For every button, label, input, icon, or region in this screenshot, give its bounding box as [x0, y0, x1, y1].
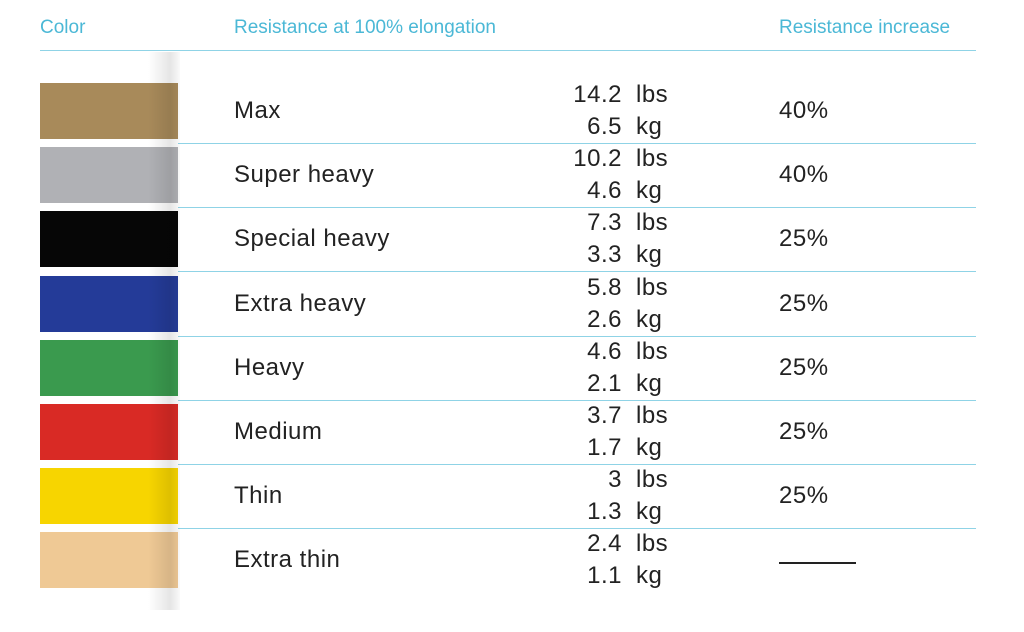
lbs-unit: lbs — [636, 273, 669, 301]
increase-value: 25% — [779, 418, 829, 445]
row-name: Medium — [234, 418, 323, 445]
color-swatch — [40, 339, 178, 396]
increase-value: 25% — [779, 482, 829, 510]
kg-unit: kg — [636, 562, 663, 590]
lbs-value: 3 — [608, 466, 622, 494]
kg-value: 1.1 — [587, 562, 622, 590]
increase-value: 40% — [779, 161, 829, 189]
color-swatch — [40, 147, 178, 204]
kg-value: 3.3 — [587, 241, 622, 269]
swatch-shade — [148, 52, 180, 610]
row-rule — [178, 207, 976, 209]
increase-value: 25% — [779, 225, 829, 253]
lbs-value: 14.2 — [573, 81, 622, 108]
row-name: Max — [234, 97, 281, 124]
row-name: Extra thin — [234, 546, 341, 574]
row-rule — [178, 528, 976, 530]
lbs-unit: lbs — [636, 145, 669, 173]
color-swatch — [40, 275, 178, 332]
no-increase-dash — [779, 562, 856, 565]
kg-unit: kg — [636, 177, 663, 205]
kg-unit: kg — [636, 498, 663, 526]
row-rule — [178, 335, 976, 337]
kg-value: 4.6 — [587, 177, 622, 205]
lbs-value: 7.3 — [587, 209, 622, 237]
kg-unit: kg — [636, 241, 663, 269]
kg-value: 2.6 — [587, 305, 622, 333]
row-rule — [178, 271, 976, 273]
row-name: Thin — [234, 482, 283, 510]
lbs-unit: lbs — [636, 402, 669, 429]
lbs-value: 3.7 — [587, 402, 622, 429]
header-increase: Resistance increase — [779, 17, 951, 38]
row-name: Special heavy — [234, 225, 390, 253]
increase-value: 40% — [779, 97, 829, 124]
increase-value: 25% — [779, 353, 829, 381]
kg-unit: kg — [636, 369, 663, 397]
color-swatch — [40, 83, 178, 139]
lbs-value: 10.2 — [573, 145, 622, 173]
row-name: Super heavy — [234, 161, 375, 189]
kg-value: 1.3 — [587, 498, 622, 526]
lbs-unit: lbs — [636, 466, 669, 494]
row-name: Heavy — [234, 353, 305, 381]
kg-value: 2.1 — [587, 369, 622, 397]
kg-unit: kg — [636, 434, 663, 461]
color-swatch — [40, 211, 178, 268]
header-resistance: Resistance at 100% elongation — [234, 17, 496, 38]
kg-unit: kg — [636, 113, 663, 140]
lbs-value: 5.8 — [587, 273, 622, 301]
color-swatch — [40, 532, 178, 589]
lbs-unit: lbs — [636, 81, 669, 108]
increase-value: 25% — [779, 289, 829, 317]
lbs-unit: lbs — [636, 209, 669, 237]
row-name: Extra heavy — [234, 289, 367, 317]
header-color: Color — [40, 17, 86, 38]
color-swatch — [40, 468, 178, 525]
row-rule — [178, 143, 976, 144]
kg-value: 6.5 — [587, 113, 622, 140]
header-rule — [40, 50, 976, 51]
row-rule — [178, 399, 976, 401]
kg-value: 1.7 — [587, 434, 622, 461]
lbs-unit: lbs — [636, 530, 669, 558]
row-rule — [178, 464, 976, 465]
lbs-value: 4.6 — [587, 337, 622, 365]
lbs-value: 2.4 — [587, 530, 622, 558]
kg-unit: kg — [636, 305, 663, 333]
color-swatch — [40, 404, 178, 460]
lbs-unit: lbs — [636, 337, 669, 365]
